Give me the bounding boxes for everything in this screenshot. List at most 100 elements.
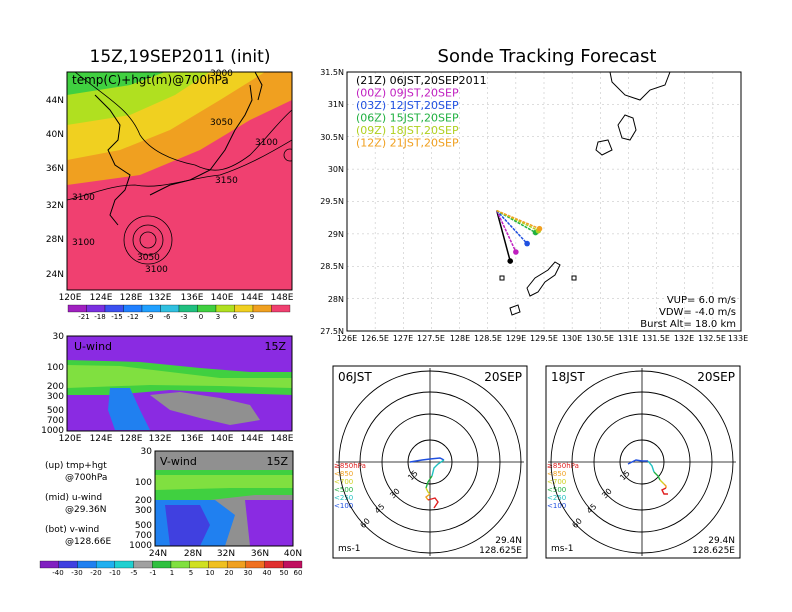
low-pressure-contour (139, 231, 157, 249)
coastline (254, 72, 263, 101)
hodo-time: 18JST (551, 370, 585, 384)
trajectory-line (496, 210, 517, 253)
v-wind-band-purple (245, 500, 293, 546)
contour-label: 3100 (145, 265, 168, 275)
contour-label: 3150 (215, 176, 238, 186)
colorbar-swatch (226, 560, 247, 569)
colorbar-swatch (104, 304, 124, 313)
u-wind-label: U-wind (74, 340, 112, 353)
colorbar-swatch (264, 560, 284, 569)
lat-tick: 36N (251, 549, 269, 559)
lat-tick: 30.5N (320, 133, 344, 142)
contour-label: 3050 (137, 253, 160, 263)
hodograph-left: 06JST 20SEP ms-1 29.4N 128.625E ≥850hPa … (332, 365, 528, 559)
legend-entry: (06Z) 15JST,20SEP (356, 112, 459, 125)
p-tick: 500 (135, 521, 152, 531)
lon-tick: 140E (211, 434, 234, 444)
section-notes: (up) tmp+hgt @700hPa (mid) u-wind @29.36… (45, 461, 111, 547)
hodo-unit: ms-1 (551, 544, 573, 554)
colorbar-label: -9 (147, 313, 154, 321)
island-outline (617, 114, 637, 141)
contour-line (67, 139, 292, 201)
lon-tick: 120E (59, 434, 82, 444)
lon-tick: 140E (211, 293, 234, 303)
hodo-legend-item: <700 (334, 478, 353, 486)
hodo-unit: ms-1 (338, 544, 360, 554)
temperature-map-frame (66, 71, 293, 291)
colorbar-label: -18 (94, 313, 105, 321)
colorbar-swatch (283, 560, 303, 569)
landing-point (507, 258, 514, 264)
trajectory-grid (347, 72, 741, 331)
hodograph-trace (427, 497, 439, 509)
lat-tick: 29.5N (320, 197, 344, 206)
trajectory-legend: (21Z) 06JST,20SEP2011(00Z) 09JST,20SEP(0… (356, 74, 487, 150)
p-tick: 700 (135, 531, 152, 541)
p-tick: 200 (47, 382, 64, 392)
hodo-lat: 29.4N (495, 536, 522, 546)
lat-tick: 36N (46, 164, 64, 174)
hodograph-trace (627, 459, 648, 465)
lon-tick: 144E (241, 293, 264, 303)
main-title: Sonde Tracking Forecast (438, 46, 657, 67)
p-tick: 1000 (41, 426, 64, 436)
p-tick: 100 (135, 478, 152, 488)
colorbar-label: 9 (250, 313, 254, 321)
lon-tick: 126.5E (361, 334, 389, 343)
hodo-time: 06JST (338, 370, 372, 384)
lon-tick: 144E (241, 434, 264, 444)
island-outline (499, 275, 505, 281)
hodograph-trace (659, 479, 665, 485)
island-outline (526, 261, 561, 297)
u-wind-time: 15Z (264, 340, 286, 353)
colorbar-label: 50 (280, 569, 289, 577)
p-tick: 1000 (129, 541, 152, 551)
hodo-legend-item: <100 (547, 502, 566, 510)
lat-tick: 28.5N (320, 262, 344, 271)
colorbar-label: 60 (294, 569, 303, 577)
hodograph-trace (661, 487, 668, 495)
lat-tick: 28N (184, 549, 202, 559)
p-tick: 30 (141, 447, 153, 457)
p-tick: 200 (135, 496, 152, 506)
note-line: @29.36N (65, 505, 107, 515)
landing-point (524, 240, 530, 247)
landing-point (536, 225, 543, 232)
low-pressure-contour (132, 224, 164, 256)
lon-tick: 132E (149, 293, 172, 303)
colorbar-label: 10 (206, 569, 215, 577)
hodo-lat: 29.4N (708, 536, 735, 546)
hodo-date: 20SEP (697, 370, 735, 384)
u-wind-band-lime (67, 365, 292, 388)
colorbar-label: -12 (127, 313, 138, 321)
lat-tick: 29N (328, 230, 344, 239)
colorbar-label: 40 (263, 569, 272, 577)
hodograph-trace (647, 460, 655, 473)
colorbar-label: -6 (164, 313, 172, 321)
trajectory-line (496, 209, 539, 232)
colorbar-label: -5 (131, 569, 138, 577)
trajectory-line (496, 209, 540, 230)
u-wind-section: U-wind 15Z 30 100 200 300 500 700 1000 1… (41, 332, 294, 444)
v-wind-section: V-wind 15Z 30 100 200 300 500 700 1000 2… (129, 447, 302, 559)
legend-entry: (03Z) 12JST,20SEP (356, 99, 459, 112)
colorbar-swatch (123, 304, 143, 313)
trajectory-lat-ticks: 31.5N 31N 30.5N 30N 29.5N 29N 28.5N 28N … (320, 68, 344, 336)
v-wind-band-lime (155, 475, 293, 490)
trajectory-map: (21Z) 06JST,20SEP2011(00Z) 09JST,20SEP(0… (320, 68, 748, 343)
colorbar-swatch (114, 560, 134, 569)
lat-tick: 31.5N (320, 68, 344, 77)
colorbar-swatch (141, 304, 161, 313)
contour-line (74, 72, 292, 171)
lat-tick: 32N (46, 201, 64, 211)
colorbar-label: -1 (150, 569, 157, 577)
hodograph-trace (425, 493, 431, 501)
v-wind-frame (154, 450, 294, 547)
contour-label: 3000 (210, 69, 233, 79)
island-outline (595, 139, 613, 156)
temperature-colorbar-labels: -21 -18 -15 -12 -9 -6 -3 0 3 6 9 (78, 313, 254, 321)
colorbar-swatch (215, 304, 235, 313)
colorbar-label: -3 (181, 313, 188, 321)
hodo-right-legend: ≥850hPa <850 <700 <500 <250 <100 (547, 462, 579, 510)
hodo-legend-item: <850 (334, 470, 353, 478)
